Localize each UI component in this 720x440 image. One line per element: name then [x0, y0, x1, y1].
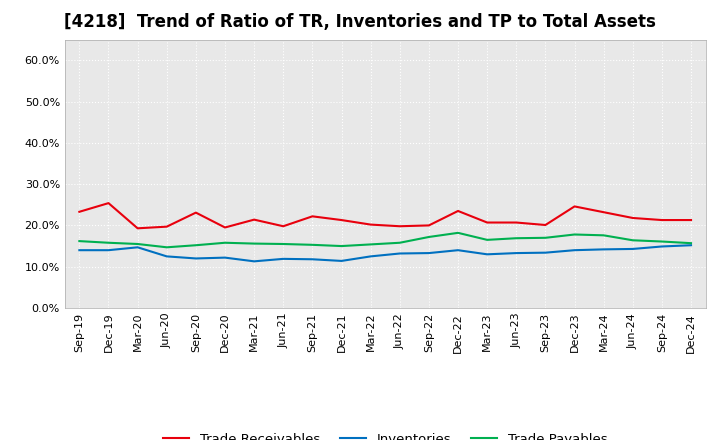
- Trade Receivables: [454, 208, 462, 213]
- Text: [4218]  Trend of Ratio of TR, Inventories and TP to Total Assets: [4218] Trend of Ratio of TR, Inventories…: [64, 13, 656, 31]
- Trade Receivables: [425, 223, 433, 228]
- Line: Trade Payables: Trade Payables: [79, 233, 691, 247]
- Trade Payables: [279, 242, 287, 247]
- Trade Payables: [308, 242, 317, 247]
- Legend: Trade Receivables, Inventories, Trade Payables: Trade Receivables, Inventories, Trade Pa…: [158, 427, 613, 440]
- Trade Receivables: [570, 204, 579, 209]
- Trade Receivables: [279, 224, 287, 229]
- Trade Payables: [395, 240, 404, 246]
- Trade Receivables: [657, 217, 666, 223]
- Trade Receivables: [133, 226, 142, 231]
- Trade Receivables: [250, 217, 258, 222]
- Inventories: [541, 250, 550, 255]
- Inventories: [133, 245, 142, 250]
- Inventories: [366, 254, 375, 259]
- Trade Payables: [337, 243, 346, 249]
- Trade Payables: [483, 237, 492, 242]
- Inventories: [657, 244, 666, 249]
- Trade Receivables: [163, 224, 171, 229]
- Line: Inventories: Inventories: [79, 245, 691, 261]
- Inventories: [104, 248, 113, 253]
- Trade Payables: [541, 235, 550, 240]
- Trade Payables: [104, 240, 113, 246]
- Inventories: [570, 248, 579, 253]
- Line: Trade Receivables: Trade Receivables: [79, 203, 691, 228]
- Inventories: [337, 258, 346, 264]
- Trade Payables: [570, 232, 579, 237]
- Trade Receivables: [483, 220, 492, 225]
- Trade Payables: [133, 242, 142, 247]
- Trade Payables: [454, 230, 462, 235]
- Inventories: [454, 248, 462, 253]
- Inventories: [395, 251, 404, 256]
- Trade Payables: [657, 239, 666, 244]
- Trade Receivables: [512, 220, 521, 225]
- Inventories: [687, 242, 696, 248]
- Inventories: [250, 259, 258, 264]
- Trade Payables: [192, 242, 200, 248]
- Trade Receivables: [599, 209, 608, 215]
- Trade Payables: [163, 245, 171, 250]
- Trade Payables: [599, 233, 608, 238]
- Trade Receivables: [75, 209, 84, 214]
- Trade Receivables: [541, 222, 550, 227]
- Inventories: [512, 250, 521, 256]
- Inventories: [192, 256, 200, 261]
- Trade Payables: [220, 240, 229, 246]
- Inventories: [483, 252, 492, 257]
- Trade Payables: [687, 241, 696, 246]
- Trade Receivables: [366, 222, 375, 227]
- Inventories: [220, 255, 229, 260]
- Inventories: [629, 246, 637, 252]
- Inventories: [279, 256, 287, 261]
- Trade Receivables: [104, 201, 113, 206]
- Trade Receivables: [687, 217, 696, 223]
- Trade Receivables: [395, 224, 404, 229]
- Inventories: [308, 257, 317, 262]
- Trade Receivables: [220, 225, 229, 230]
- Inventories: [163, 254, 171, 259]
- Trade Payables: [75, 238, 84, 244]
- Trade Payables: [366, 242, 375, 247]
- Trade Receivables: [308, 214, 317, 219]
- Inventories: [75, 248, 84, 253]
- Inventories: [599, 247, 608, 252]
- Trade Payables: [250, 241, 258, 246]
- Trade Receivables: [629, 215, 637, 220]
- Trade Receivables: [192, 210, 200, 215]
- Trade Receivables: [337, 217, 346, 223]
- Trade Payables: [512, 235, 521, 241]
- Trade Payables: [629, 238, 637, 243]
- Trade Payables: [425, 235, 433, 240]
- Inventories: [425, 250, 433, 256]
